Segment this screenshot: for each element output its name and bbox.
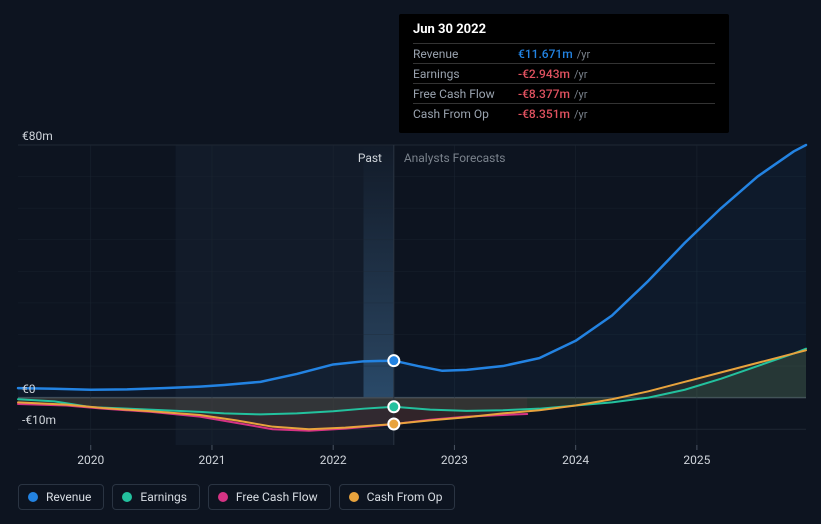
y-axis-tick-label: €0 xyxy=(22,382,36,396)
x-axis-tick-label: 2020 xyxy=(77,453,104,467)
tooltip-title: Jun 30 2022 xyxy=(413,22,715,43)
x-axis-tick-label: 2024 xyxy=(562,453,589,467)
tooltip-row: Revenue€11.671m/yr xyxy=(413,43,715,63)
tooltip-metric-unit: /yr xyxy=(574,88,587,101)
tooltip-row: Cash From Op-€8.351m/yr xyxy=(413,103,715,123)
tooltip-metric-name: Revenue xyxy=(413,47,518,61)
tooltip-metric-name: Free Cash Flow xyxy=(413,87,518,101)
tooltip-metric-unit: /yr xyxy=(577,48,590,61)
financial-forecast-chart: €80m €0 -€10m 2020 2021 2022 2023 2024 2025 Pas… xyxy=(0,0,821,524)
tooltip-row: Free Cash Flow-€8.377m/yr xyxy=(413,83,715,103)
legend-swatch-icon xyxy=(218,492,228,502)
hover-tooltip: Jun 30 2022Revenue€11.671m/yrEarnings-€2… xyxy=(399,14,729,133)
tooltip-metric-unit: /yr xyxy=(574,108,587,121)
legend: Revenue Earnings Free Cash Flow Cash From O… xyxy=(18,484,455,510)
legend-label: Free Cash Flow xyxy=(236,490,318,504)
tooltip-row: Earnings-€2.943m/yr xyxy=(413,63,715,83)
tooltip-metric-value: -€8.377m xyxy=(518,87,570,101)
tooltip-metric-unit: /yr xyxy=(574,68,587,81)
x-axis-tick-label: 2022 xyxy=(320,453,347,467)
tooltip-metric-value: -€2.943m xyxy=(518,67,570,81)
legend-item-fcf[interactable]: Free Cash Flow xyxy=(208,484,331,510)
tooltip-metric-value: -€8.351m xyxy=(518,107,570,121)
legend-item-earnings[interactable]: Earnings xyxy=(112,484,200,510)
tooltip-metric-value: €11.671m xyxy=(518,47,573,61)
x-axis-tick-label: 2021 xyxy=(198,453,225,467)
legend-label: Earnings xyxy=(140,490,187,504)
legend-swatch-icon xyxy=(28,492,38,502)
past-section-label: Past xyxy=(358,151,382,165)
legend-item-cfo[interactable]: Cash From Op xyxy=(339,484,456,510)
legend-swatch-icon xyxy=(349,492,359,502)
y-axis-tick-label: -€10m xyxy=(22,413,56,427)
legend-swatch-icon xyxy=(122,492,132,502)
legend-label: Cash From Op xyxy=(367,490,443,504)
legend-item-revenue[interactable]: Revenue xyxy=(18,484,104,510)
x-axis-tick-label: 2023 xyxy=(441,453,468,467)
tooltip-metric-name: Earnings xyxy=(413,67,518,81)
legend-label: Revenue xyxy=(46,490,91,504)
y-axis-tick-label: €80m xyxy=(22,129,53,143)
forecast-section-label: Analysts Forecasts xyxy=(404,151,506,165)
x-axis-tick-label: 2025 xyxy=(683,453,710,467)
tooltip-metric-name: Cash From Op xyxy=(413,107,518,121)
